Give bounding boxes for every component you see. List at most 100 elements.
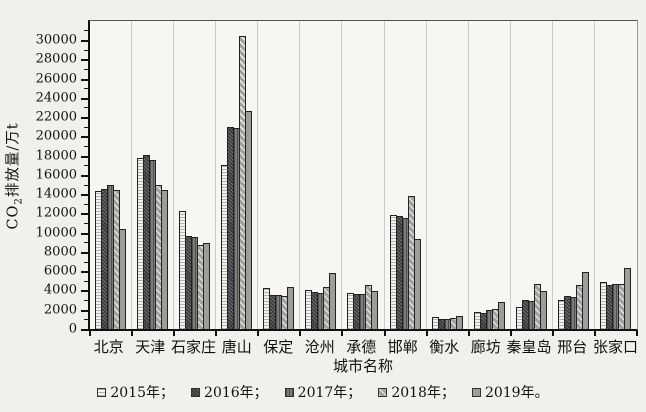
- bar-group-张家口: [595, 21, 637, 329]
- x-tick: [509, 331, 512, 336]
- x-tick: [131, 331, 134, 336]
- legend-swatch-2018年: [378, 387, 388, 397]
- legend-swatch-2019年: [471, 387, 481, 397]
- x-category-label-北京: 北京: [93, 338, 124, 356]
- y-minor-tick: [84, 261, 88, 263]
- y-tick-label: 18000: [35, 148, 77, 164]
- legend-swatch-2016年: [191, 387, 201, 397]
- x-category-label-秦皇岛: 秦皇岛: [506, 338, 552, 356]
- y-major-tick: [81, 155, 88, 158]
- legend-swatch-2015年: [97, 387, 107, 397]
- x-axis-title: 城市名称: [332, 357, 393, 375]
- y-minor-tick: [84, 184, 88, 186]
- legend-item-2016年: 2016年；: [191, 382, 268, 402]
- x-category-label-石家庄: 石家庄: [171, 338, 217, 356]
- x-tick: [636, 331, 638, 336]
- y-major-tick: [81, 40, 88, 42]
- x-tick: [593, 331, 596, 336]
- x-tick: [425, 331, 428, 336]
- y-minor-tick: [84, 223, 88, 225]
- x-category-label-沧州: 沧州: [304, 338, 335, 356]
- bar-邢台-2019年: [581, 272, 589, 329]
- legend-swatch-2017年: [284, 387, 294, 397]
- y-minor-tick: [84, 30, 88, 32]
- legend-item-2015年: 2015年；: [97, 382, 174, 402]
- y-tick-label: 22000: [35, 109, 77, 125]
- x-category-label-邯郸: 邯郸: [387, 338, 418, 356]
- y-major-tick: [81, 78, 88, 81]
- x-axis-ticks: [89, 331, 638, 337]
- legend-label: 2019年。: [484, 385, 549, 401]
- y-major-tick: [81, 329, 88, 331]
- y-major-tick: [81, 174, 88, 177]
- y-tick-label: 24000: [35, 90, 77, 106]
- bar-group-北京: [90, 21, 133, 329]
- bar-group-沧州: [300, 21, 343, 329]
- legend-item-2017年: 2017年；: [284, 382, 362, 402]
- x-category-label-衡水: 衡水: [429, 338, 460, 356]
- x-tick: [341, 331, 344, 336]
- bar-邯郸-2019年: [413, 239, 421, 329]
- x-tick: [299, 331, 302, 336]
- y-major-tick: [81, 271, 88, 274]
- y-tick-label: 28000: [35, 51, 77, 67]
- bar-group-石家庄: [174, 21, 217, 329]
- y-major-tick: [81, 213, 88, 216]
- bar-group-保定: [258, 21, 301, 329]
- y-minor-tick: [84, 68, 88, 70]
- bar-廊坊-2019年: [497, 302, 505, 329]
- y-major-tick: [81, 97, 88, 100]
- x-category-label-唐山: 唐山: [221, 338, 252, 356]
- y-major-tick: [81, 309, 88, 312]
- bar-天津-2019年: [161, 190, 169, 329]
- x-category-label-天津: 天津: [135, 338, 166, 356]
- y-minor-tick: [84, 300, 88, 302]
- y-major-tick: [81, 59, 88, 62]
- bar-group-衡水: [427, 21, 469, 329]
- bar-承德-2019年: [371, 291, 379, 329]
- y-minor-tick: [84, 242, 88, 244]
- x-tick: [257, 331, 260, 336]
- x-tick: [215, 331, 218, 336]
- x-tick: [173, 331, 176, 336]
- y-minor-tick: [84, 203, 88, 205]
- legend-label: 2015年；: [110, 385, 175, 401]
- bar-沧州-2019年: [329, 273, 337, 329]
- y-tick-label: 0: [68, 321, 77, 337]
- y-major-tick: [81, 251, 88, 254]
- bar-唐山-2019年: [245, 111, 253, 329]
- x-tick: [551, 331, 554, 336]
- y-tick-label: 10000: [35, 225, 77, 241]
- x-category-label-张家口: 张家口: [593, 338, 639, 356]
- legend-label: 2017年；: [297, 385, 362, 401]
- y-tick-label: 14000: [35, 186, 77, 202]
- bar-衡水-2019年: [455, 316, 463, 329]
- y-tick-label: 6000: [43, 263, 77, 279]
- bar-group-唐山: [216, 21, 259, 329]
- y-tick-label: 4000: [43, 282, 77, 298]
- y-tick-label: 8000: [43, 244, 77, 260]
- legend-item-2019年: 2019年。: [471, 382, 549, 402]
- y-minor-tick: [84, 165, 88, 167]
- bar-保定-2019年: [287, 287, 295, 329]
- bar-张家口-2019年: [624, 268, 632, 329]
- bar-秦皇岛-2019年: [539, 291, 547, 329]
- y-major-tick: [81, 232, 88, 235]
- y-tick-label: 16000: [35, 167, 77, 183]
- x-tick: [467, 331, 470, 336]
- bar-group-天津: [132, 21, 175, 329]
- x-category-label-保定: 保定: [263, 338, 294, 356]
- y-minor-tick: [84, 107, 88, 109]
- bar-group-承德: [342, 21, 385, 329]
- legend: 2015年； 2016年； 2017年； 2018年； 2019年。: [0, 382, 646, 402]
- legend-item-2018年: 2018年；: [378, 382, 455, 402]
- y-tick-label: 30000: [35, 32, 77, 48]
- y-minor-tick: [84, 126, 88, 128]
- y-minor-tick: [84, 280, 88, 282]
- bar-北京-2019年: [119, 229, 127, 329]
- x-axis-category-labels: 北京 天津 石家庄 唐山 保定 沧州 承德 邯郸 衡水 廊坊 秦皇岛 邢台 张家口: [88, 336, 638, 357]
- y-major-tick: [81, 290, 88, 293]
- y-minor-tick: [84, 49, 88, 51]
- y-minor-tick: [84, 319, 88, 321]
